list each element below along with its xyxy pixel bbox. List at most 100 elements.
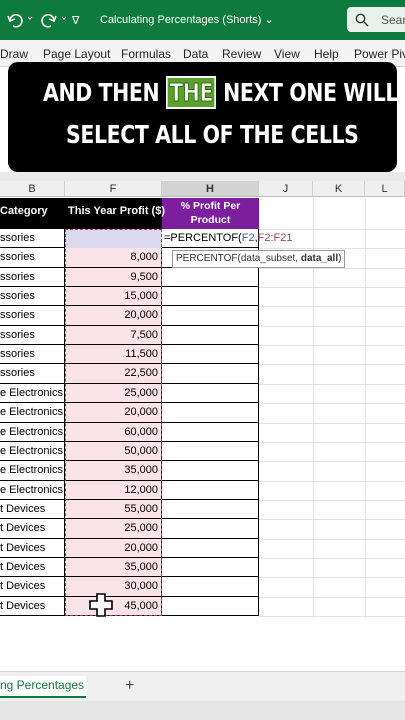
category-cell: t Devices [0,499,65,520]
category-cell: ssories [0,364,65,384]
caption-line-2: SELECT ALL OF THE CELLS [66,120,359,149]
grid-line [259,596,405,598]
grid-line [259,403,405,405]
customize-icon[interactable]: ∇ [72,15,80,27]
category-cell: ssories [0,325,65,346]
header-cell: This Year Profit ($) [68,205,165,217]
category-cell: ssories [0,345,65,365]
ribbon-tab[interactable]: Help [314,47,339,61]
formula-ref: F2:F21 [257,232,293,244]
result-cell [162,267,259,288]
profit-cell: 22,500 [65,364,162,384]
result-cell [162,345,259,365]
ribbon-tab[interactable]: Power Pivo [354,47,405,61]
category-cell: e Electronics [0,422,65,442]
result-cell [162,306,259,326]
profit-cell: 20,000 [65,403,162,423]
quick-access-icons [7,13,67,28]
result-cell [162,480,259,500]
search-placeholder: Sear [381,13,405,27]
profit-cell: 55,000 [65,499,162,520]
grid-line [259,364,405,366]
column-header[interactable]: F [65,181,162,197]
caption-highlight: THE [165,76,217,109]
ribbon-tab[interactable]: Data [183,47,209,61]
result-cell [162,557,259,578]
result-cell [162,499,259,520]
caption-box: AND THEN THE NEXT ONE WILL SELECT ALL OF… [8,62,399,172]
tooltip-bold: data_all [300,253,339,264]
formula-bar-edge [0,172,405,181]
result-cell [162,422,259,442]
search-box[interactable]: Sear [347,7,405,32]
profit-cell: 35,000 [65,557,162,578]
result-cell [162,441,259,462]
category-cell: e Electronics [0,403,65,423]
result-cell [162,538,259,558]
column-header[interactable]: K [313,181,365,197]
category-cell: ssories [0,306,65,326]
ribbon-tab[interactable]: Formulas [121,47,172,61]
profit-cell: 25,000 [65,383,162,404]
grid-line [259,345,405,347]
result-cell [162,325,259,346]
profit-cell: 15,000 [65,287,162,307]
formula-sep: , [254,232,258,244]
column-header[interactable]: H [162,181,259,197]
result-cell [162,287,259,307]
column-header[interactable]: B [0,181,65,197]
category-cell: ssories [0,267,65,288]
caption-text: NEXT ONE WILL [223,78,399,107]
grid-line [259,480,405,482]
grid-line [259,577,405,579]
category-cell: t Devices [0,519,65,539]
ribbon-tab[interactable]: Review [222,47,262,61]
category-cell: t Devices [0,538,65,558]
category-cell: e Electronics [0,480,65,500]
status-bar [0,701,405,720]
category-cell: e Electronics [0,441,65,462]
grid-line [365,198,366,618]
grid-line [259,422,405,424]
category-cell: e Electronics [0,383,65,404]
profit-cell: 35,000 [65,461,162,481]
category-cell: e Electronics [0,461,65,481]
grid-line [259,383,405,385]
result-cell [162,577,259,597]
formula-text: =PERCENTOF(F2,F2:F21 [164,232,293,244]
category-cell: ssories [0,229,65,249]
column-header[interactable]: L [365,181,405,197]
header-dark [0,198,162,229]
result-cell [162,229,259,249]
result-cell [162,519,259,539]
profit-cell: 9,500 [65,267,162,288]
grid-line [259,267,405,269]
grid-line [259,325,405,327]
ribbon-tab[interactable]: Draw [0,47,29,61]
document-title[interactable]: Calculating Percentages (Shorts) ⌄ [100,14,274,26]
profit-cell: 25,000 [65,519,162,539]
profit-cell: 12,000 [65,480,162,500]
grid-line [259,616,405,617]
selection-range [65,229,162,616]
column-header[interactable]: J [259,181,313,197]
profit-cell: 11,500 [65,345,162,365]
category-cell: ssories [0,287,65,307]
ribbon-tab[interactable]: Page Layout [43,47,111,61]
result-cell [162,364,259,384]
tooltip-text: ) [338,253,342,264]
title-text: Calculating Percentages (Shorts) [100,14,262,26]
sheet-tab[interactable]: ng Percentages [0,676,86,698]
add-sheet-button[interactable]: + [125,677,135,694]
grid-line [259,519,405,521]
cursor [89,593,113,617]
result-cell [162,461,259,481]
function-tooltip: PERCENTOF(data_subset, data_all) [172,250,346,268]
profit-cell: 50,000 [65,441,162,462]
ribbon-tab[interactable]: View [274,47,300,61]
result-cell [162,383,259,404]
result-cell [162,403,259,423]
header-cell: Category [0,205,48,217]
profit-cell: 20,000 [65,306,162,326]
